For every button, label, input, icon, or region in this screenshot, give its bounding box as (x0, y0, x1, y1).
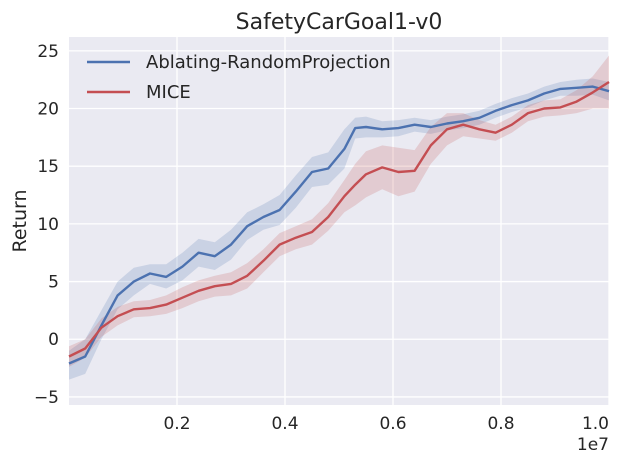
x-tick-label: 0.8 (487, 414, 514, 434)
y-axis-label: Return (9, 189, 31, 252)
confidence-band-0 (69, 78, 609, 380)
x-tick-label: 0.6 (379, 414, 406, 434)
legend-label-mice: MICE (146, 82, 191, 103)
plot-area (69, 37, 609, 405)
y-tick-label: 5 (48, 273, 59, 293)
y-tick-label: 25 (37, 42, 59, 62)
y-tick-label: −5 (34, 388, 59, 408)
x-tick-label: 1.0 (582, 414, 609, 434)
x-axis-offset-label: 1e7 (577, 435, 609, 455)
y-tick-label: 20 (37, 100, 59, 120)
legend: Ablating-RandomProjection MICE (87, 52, 391, 103)
y-tick-label: 15 (37, 157, 59, 177)
series-line-1 (68, 80, 610, 358)
grid-lines (69, 37, 610, 405)
legend-label-ablating: Ablating-RandomProjection (146, 52, 391, 73)
chart-title: SafetyCarGoal1-v0 (236, 10, 443, 35)
series-line-0 (68, 85, 610, 365)
x-tick-label: 0.2 (163, 414, 190, 434)
y-tick-label: 10 (37, 215, 59, 235)
x-tick-labels: 0.2 0.4 0.6 0.8 1.0 (163, 414, 609, 434)
y-tick-label: 0 (48, 330, 59, 350)
y-tick-labels: −5 0 5 10 15 20 25 (34, 42, 59, 408)
x-tick-label: 0.4 (271, 414, 298, 434)
series-lines (68, 80, 610, 365)
